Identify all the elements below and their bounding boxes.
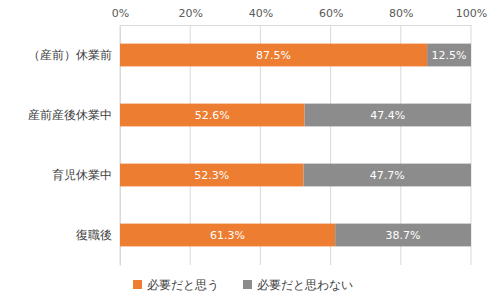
tick: 20% [178,7,202,25]
x-axis: 0% 20% 40% 60% 80% 100% [112,7,487,26]
data-label: 47.7% [370,169,405,182]
legend-item: 必要だと思う [133,278,219,292]
tick: 育児休業中 [52,168,120,182]
bar [304,164,471,187]
grid [120,25,471,265]
legend-label: 必要だと思う [147,278,219,292]
tick: （産前）休業前 [28,48,120,62]
data-label: 52.3% [194,169,229,182]
y-axis: （産前）休業前産前産後休業中育児休業中復職後 [28,26,121,266]
tick: 40% [249,7,273,25]
axis-line [121,25,472,26]
bar [120,44,427,67]
data-label: 12.5% [432,49,467,62]
data-label: 61.3% [210,229,245,242]
bar [120,104,305,127]
legend: 必要だと思う 必要だと思わない [133,278,353,292]
legend-label: 必要だと思わない [257,278,353,292]
tick-label: 80% [389,7,413,20]
bar [427,44,471,67]
tick: 60% [319,7,343,25]
tick-label: 20% [178,7,202,20]
category-label: 育児休業中 [52,168,112,182]
data-labels: 87.5% 52.6% 52.3% 61.3% 12.5% 47.4% 47.7% 38.7% [194,49,466,242]
bar [335,224,471,247]
tick-label: 60% [319,7,343,20]
data-label: 38.7% [386,229,421,242]
data-label: 87.5% [256,49,291,62]
legend-item: 必要だと思わない [243,278,353,292]
category-label: （産前）休業前 [28,48,112,62]
tick-label: 100% [456,7,487,20]
tick: 0% [112,7,129,25]
tick-label: 0% [112,7,129,20]
legend-swatch [133,280,142,289]
tick: 復職後 [76,228,120,242]
tick-label: 40% [249,7,273,20]
bar [305,104,471,127]
data-label: 47.4% [370,109,405,122]
category-label: 産前産後休業中 [28,108,112,122]
category-label: 復職後 [76,228,112,242]
legend-swatch [243,280,252,289]
bar [120,224,335,247]
chart: 0% 20% 40% 60% 80% 100% （産前）休業前産前産後休業中育児休業中復職後… [0,0,500,299]
data-label: 52.6% [195,109,230,122]
bar [120,164,304,187]
tick: 80% [389,7,413,25]
bars [120,44,471,247]
tick: 産前産後休業中 [28,108,120,122]
tick: 100% [456,7,487,25]
